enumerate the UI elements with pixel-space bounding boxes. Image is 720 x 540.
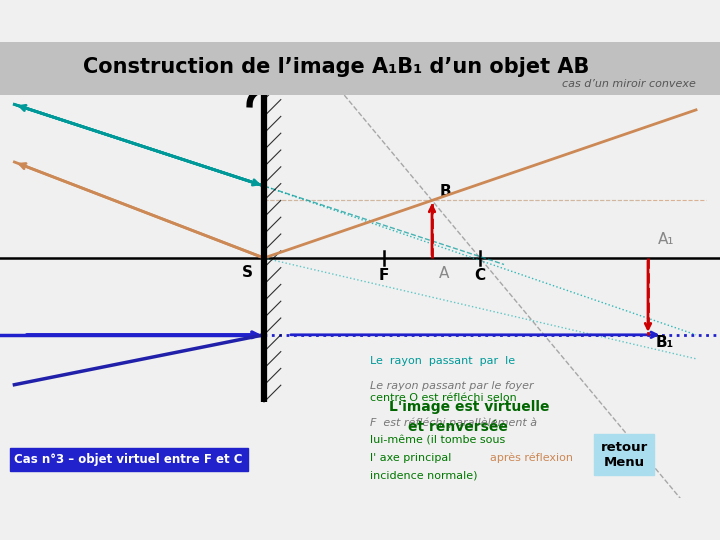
Text: incidence normale): incidence normale) xyxy=(369,470,477,481)
Text: cas d’un miroir convexe: cas d’un miroir convexe xyxy=(562,79,696,89)
Text: Cas n°3 – objet virtuel entre F et C: Cas n°3 – objet virtuel entre F et C xyxy=(14,453,243,466)
Text: L'image est virtuelle: L'image est virtuelle xyxy=(389,400,549,414)
Text: Le rayon passant par le foyer: Le rayon passant par le foyer xyxy=(369,381,534,390)
Text: et renversée: et renversée xyxy=(408,420,508,434)
Text: après réflexion: après réflexion xyxy=(490,453,572,463)
Text: retour
Menu: retour Menu xyxy=(600,441,647,469)
Text: Construction de l’image A₁B₁ d’un objet AB: Construction de l’image A₁B₁ d’un objet … xyxy=(83,57,589,77)
Text: A: A xyxy=(439,266,449,281)
Text: B: B xyxy=(439,184,451,199)
Text: C: C xyxy=(474,268,485,282)
Text: l' axe principal: l' axe principal xyxy=(369,453,451,463)
Text: lui-même (il tombe sous: lui-même (il tombe sous xyxy=(369,435,505,445)
Text: B₁: B₁ xyxy=(655,335,673,350)
Text: F  est réfléchi parallèlement à: F est réfléchi parallèlement à xyxy=(369,417,536,428)
Text: centre O est réfléchi selon: centre O est réfléchi selon xyxy=(369,393,516,403)
Text: F: F xyxy=(379,268,390,282)
FancyBboxPatch shape xyxy=(0,42,720,95)
Text: A₁: A₁ xyxy=(657,232,674,247)
Text: S: S xyxy=(242,265,253,280)
Text: Le  rayon  passant  par  le: Le rayon passant par le xyxy=(369,356,515,366)
